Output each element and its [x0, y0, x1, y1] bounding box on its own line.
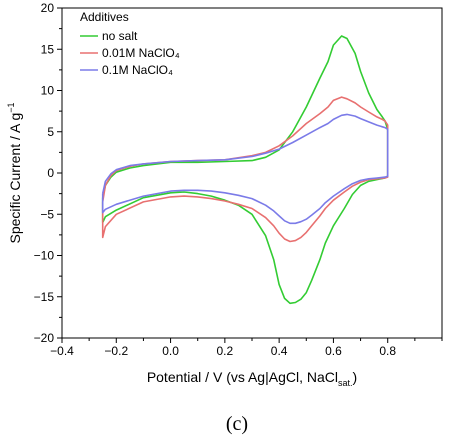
y-axis-ticks: −20 −15 −10 −5 0 5 10 15 20 — [34, 1, 62, 345]
x-tick-label: −0.4 — [50, 344, 74, 358]
y-tick-label: 10 — [41, 84, 55, 98]
y-tick-label: 5 — [47, 125, 54, 139]
x-tick-label: 0.8 — [379, 344, 396, 358]
y-tick-label: 0 — [47, 166, 54, 180]
y-tick-label: 20 — [41, 1, 55, 15]
legend-label-0.01m: 0.01M NaClO₄ — [102, 46, 180, 60]
legend-title: Additives — [80, 10, 129, 24]
x-tick-label: 0.0 — [162, 344, 179, 358]
x-axis-title: Potential / V (vs Ag|AgCl, NaClsat.) — [147, 369, 357, 388]
series-line-2 — [101, 113, 389, 225]
y-tick-label: −10 — [34, 249, 55, 263]
y-tick-label: 15 — [41, 42, 55, 56]
x-tick-label: 0.4 — [271, 344, 288, 358]
y-tick-label: −5 — [40, 207, 54, 221]
x-axis-ticks: −0.4 −0.2 0.0 0.2 0.4 0.6 0.8 — [50, 338, 443, 358]
series-line-1 — [101, 96, 389, 243]
y-axis-title: Specific Current / A g−1 — [6, 103, 23, 244]
series-lines — [101, 35, 389, 305]
x-tick-label: 0.6 — [325, 344, 342, 358]
y-tick-label: −20 — [34, 331, 55, 345]
y-tick-label: −15 — [34, 290, 55, 304]
x-tick-label: 0.2 — [217, 344, 234, 358]
legend: Additives no salt 0.01M NaClO₄ 0.1M NaCl… — [80, 10, 180, 77]
x-tick-label: −0.2 — [104, 344, 128, 358]
legend-label-no-salt: no salt — [102, 29, 138, 43]
panel-label: (c) — [226, 413, 248, 435]
legend-label-0.1m: 0.1M NaClO₄ — [102, 63, 173, 77]
